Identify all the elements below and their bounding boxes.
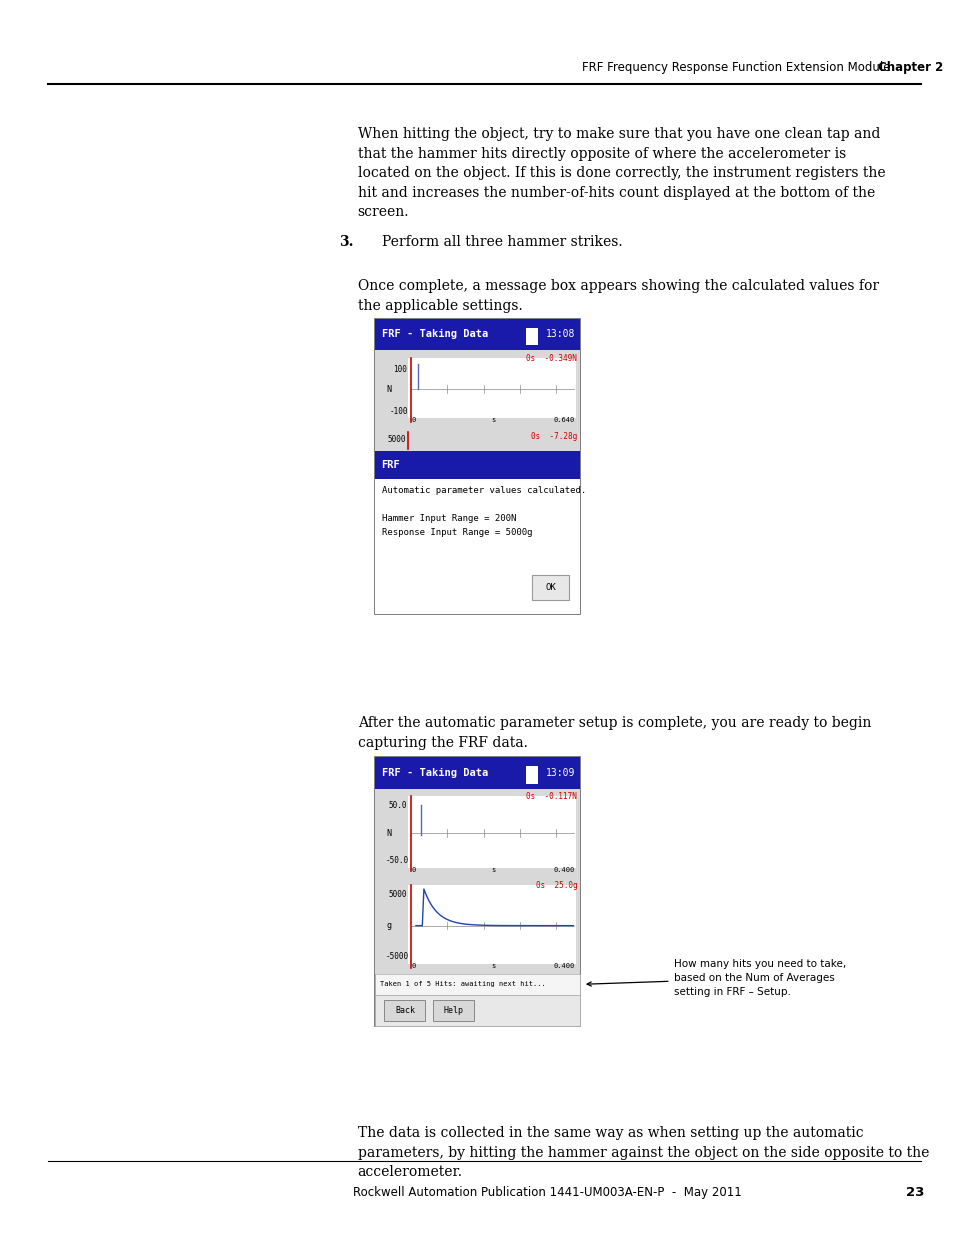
Text: OK: OK [544, 583, 556, 592]
Text: 5000: 5000 [389, 889, 407, 899]
Bar [375, 319, 579, 615]
Text: 0s  25.0g: 0s 25.0g [535, 882, 577, 890]
Text: After the automatic parameter setup is complete, you are ready to begin
capturin: After the automatic parameter setup is c… [357, 716, 870, 750]
Text: g: g [386, 921, 391, 930]
Text: Perform all three hammer strikes.: Perform all three hammer strikes. [381, 235, 621, 248]
Bar [375, 974, 579, 995]
Text: The data is collected in the same way as when setting up the automatic
parameter: The data is collected in the same way as… [357, 1126, 928, 1179]
Bar [375, 479, 579, 615]
Text: -50.0: -50.0 [385, 856, 408, 864]
Text: 0s  -0.349N: 0s -0.349N [526, 353, 577, 363]
Text: 0: 0 [411, 867, 415, 872]
Text: FRF: FRF [381, 459, 400, 471]
Text: Taken 1 of 5 Hits: awaiting next hit...: Taken 1 of 5 Hits: awaiting next hit... [379, 982, 545, 987]
Bar [375, 878, 579, 974]
Text: 0: 0 [411, 417, 415, 424]
Bar [375, 995, 579, 1025]
Text: 5000: 5000 [387, 435, 405, 445]
Text: N: N [386, 384, 391, 394]
Bar [375, 452, 579, 479]
Text: Once complete, a message box appears showing the calculated values for
the appli: Once complete, a message box appears sho… [357, 279, 878, 312]
Bar [525, 329, 537, 346]
Text: 3.: 3. [338, 235, 353, 248]
Text: Help: Help [443, 1005, 463, 1015]
Bar [408, 884, 576, 963]
Text: 23: 23 [905, 1186, 923, 1199]
Bar [408, 797, 576, 867]
Bar [375, 429, 579, 452]
Bar [375, 789, 579, 877]
Text: Rockwell Automation Publication 1441-UM003A-EN-P  -  May 2011: Rockwell Automation Publication 1441-UM0… [353, 1186, 740, 1199]
Bar [525, 766, 537, 784]
Text: Chapter 2: Chapter 2 [877, 61, 942, 74]
Bar [375, 351, 579, 429]
Text: FRF Frequency Response Function Extension Module: FRF Frequency Response Function Extensio… [581, 61, 889, 74]
Text: 100: 100 [393, 366, 407, 374]
Bar [375, 757, 579, 789]
Text: How many hits you need to take,
based on the Num of Averages
setting in FRF – Se: How many hits you need to take, based on… [586, 960, 845, 997]
Text: 50.0: 50.0 [389, 802, 407, 810]
Text: 0s  -7.28g: 0s -7.28g [531, 432, 577, 441]
Text: N: N [386, 829, 391, 837]
Bar [408, 358, 576, 417]
Bar [433, 1000, 474, 1020]
Text: s: s [491, 417, 496, 424]
Text: 0.400: 0.400 [553, 963, 574, 968]
Text: Back: Back [395, 1005, 415, 1015]
Text: 0s  -0.117N: 0s -0.117N [526, 793, 577, 802]
Text: -5000: -5000 [385, 952, 408, 962]
Text: 0: 0 [411, 963, 415, 968]
Bar [375, 757, 579, 1025]
Bar [532, 576, 568, 600]
Bar [384, 1000, 425, 1020]
Text: s: s [491, 867, 496, 872]
Text: 13:08: 13:08 [545, 330, 575, 340]
Bar [375, 319, 579, 351]
Text: FRF - Taking Data: FRF - Taking Data [381, 330, 487, 340]
Text: FRF - Taking Data: FRF - Taking Data [381, 768, 487, 778]
Text: Automatic parameter values calculated.

Hammer Input Range = 200N
Response Input: Automatic parameter values calculated. H… [381, 487, 585, 537]
Text: 0.400: 0.400 [553, 867, 574, 872]
Text: 0.640: 0.640 [553, 417, 574, 424]
Text: 13:09: 13:09 [545, 768, 575, 778]
Text: -100: -100 [390, 406, 408, 415]
Text: When hitting the object, try to make sure that you have one clean tap and
that t: When hitting the object, try to make sur… [357, 127, 884, 219]
Text: s: s [491, 963, 496, 968]
